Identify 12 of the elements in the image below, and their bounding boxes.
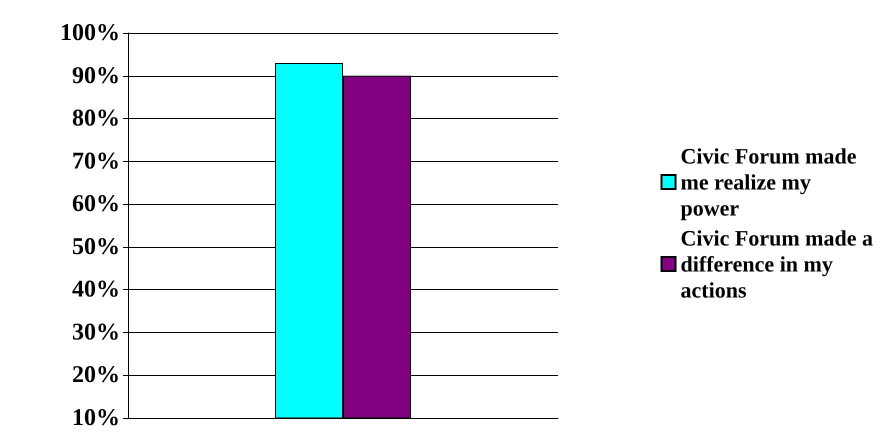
y-tick-label: 100%: [60, 20, 120, 46]
y-tick-label: 70%: [72, 148, 120, 174]
y-tick-label: 80%: [72, 106, 120, 132]
y-tick-label: 20%: [72, 362, 120, 388]
y-tick-label: 50%: [72, 234, 120, 260]
legend-label: Civic Forum made me realize my power: [680, 144, 857, 220]
y-tick-label: 90%: [72, 62, 120, 89]
y-tick-label: 40%: [72, 276, 120, 303]
y-tick-label: 10%: [72, 405, 120, 431]
legend-label: Civic Forum made a difference in my actions: [680, 226, 873, 302]
y-tick-label: 30%: [72, 319, 120, 346]
y-tick-label: 60%: [72, 191, 120, 218]
